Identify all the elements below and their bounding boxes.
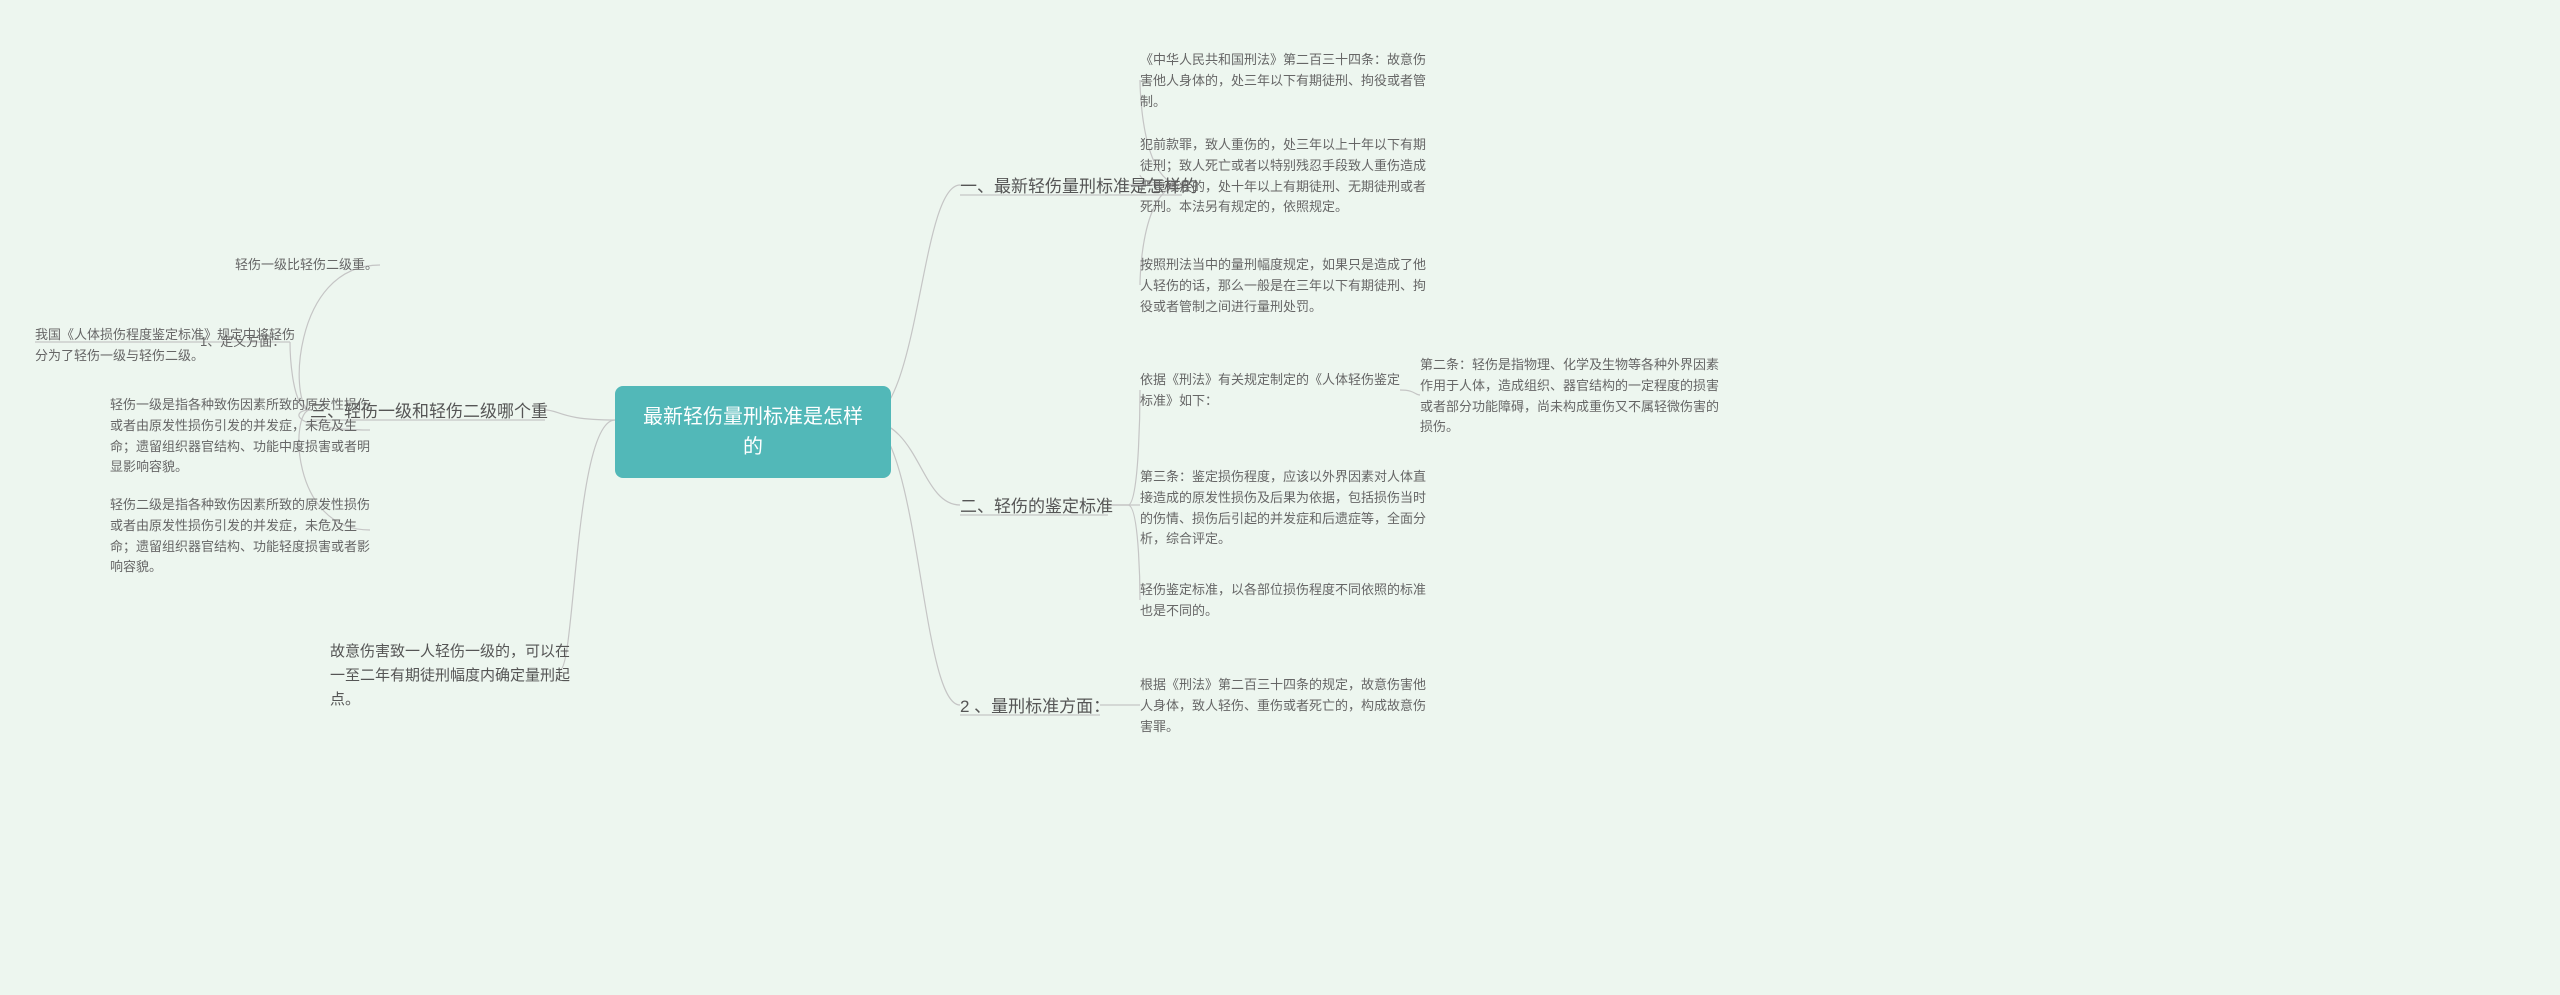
leaf-r2-0: 依据《刑法》有关规定制定的《人体轻伤鉴定标准》如下： <box>1140 370 1400 412</box>
leaf-r1-0: 《中华人民共和国刑法》第二百三十四条：故意伤害他人身体的，处三年以下有期徒刑、拘… <box>1140 50 1430 112</box>
leaf-r2-2: 轻伤鉴定标准，以各部位损伤程度不同依照的标准也是不同的。 <box>1140 580 1430 622</box>
leaf-r2-0-0: 第二条：轻伤是指物理、化学及生物等各种外界因素作用于人体，造成组织、器官结构的一… <box>1420 355 1720 438</box>
leaf-l1-3: 轻伤二级是指各种致伤因素所致的原发性损伤或者由原发性损伤引发的并发症，未危及生命… <box>110 495 380 578</box>
leaf-r1-2: 按照刑法当中的量刑幅度规定，如果只是造成了他人轻伤的话，那么一般是在三年以下有期… <box>1140 255 1430 317</box>
leaf-l1-2: 轻伤一级是指各种致伤因素所致的原发性损伤或者由原发性损伤引发的并发症，未危及生命… <box>110 395 380 478</box>
leaf-r1-1: 犯前款罪，致人重伤的，处三年以上十年以下有期徒刑；致人死亡或者以特别残忍手段致人… <box>1140 135 1430 218</box>
root-node[interactable]: 最新轻伤量刑标准是怎样 的 <box>615 386 891 478</box>
branch-r3[interactable]: 2 、量刑标准方面： <box>960 695 1110 719</box>
leaf-r2-1: 第三条：鉴定损伤程度，应该以外界因素对人体直接造成的原发性损伤及后果为依据，包括… <box>1140 467 1430 550</box>
leaf-r3-0: 根据《刑法》第二百三十四条的规定，故意伤害他人身体，致人轻伤、重伤或者死亡的，构… <box>1140 675 1430 737</box>
branch-l2[interactable]: 故意伤害致一人轻伤一级的，可以在一至二年有期徒刑幅度内确定量刑起点。 <box>330 640 570 712</box>
leaf-l1-0: 轻伤一级比轻伤二级重。 <box>235 255 378 276</box>
mindmap-canvas: 最新轻伤量刑标准是怎样 的 一、最新轻伤量刑标准是怎样的 《中华人民共和国刑法》… <box>0 0 2560 995</box>
branch-r2[interactable]: 二、轻伤的鉴定标准 <box>960 495 1113 519</box>
leaf-l1-1-0: 我国《人体损伤程度鉴定标准》规定中将轻伤分为了轻伤一级与轻伤二级。 <box>35 325 300 367</box>
